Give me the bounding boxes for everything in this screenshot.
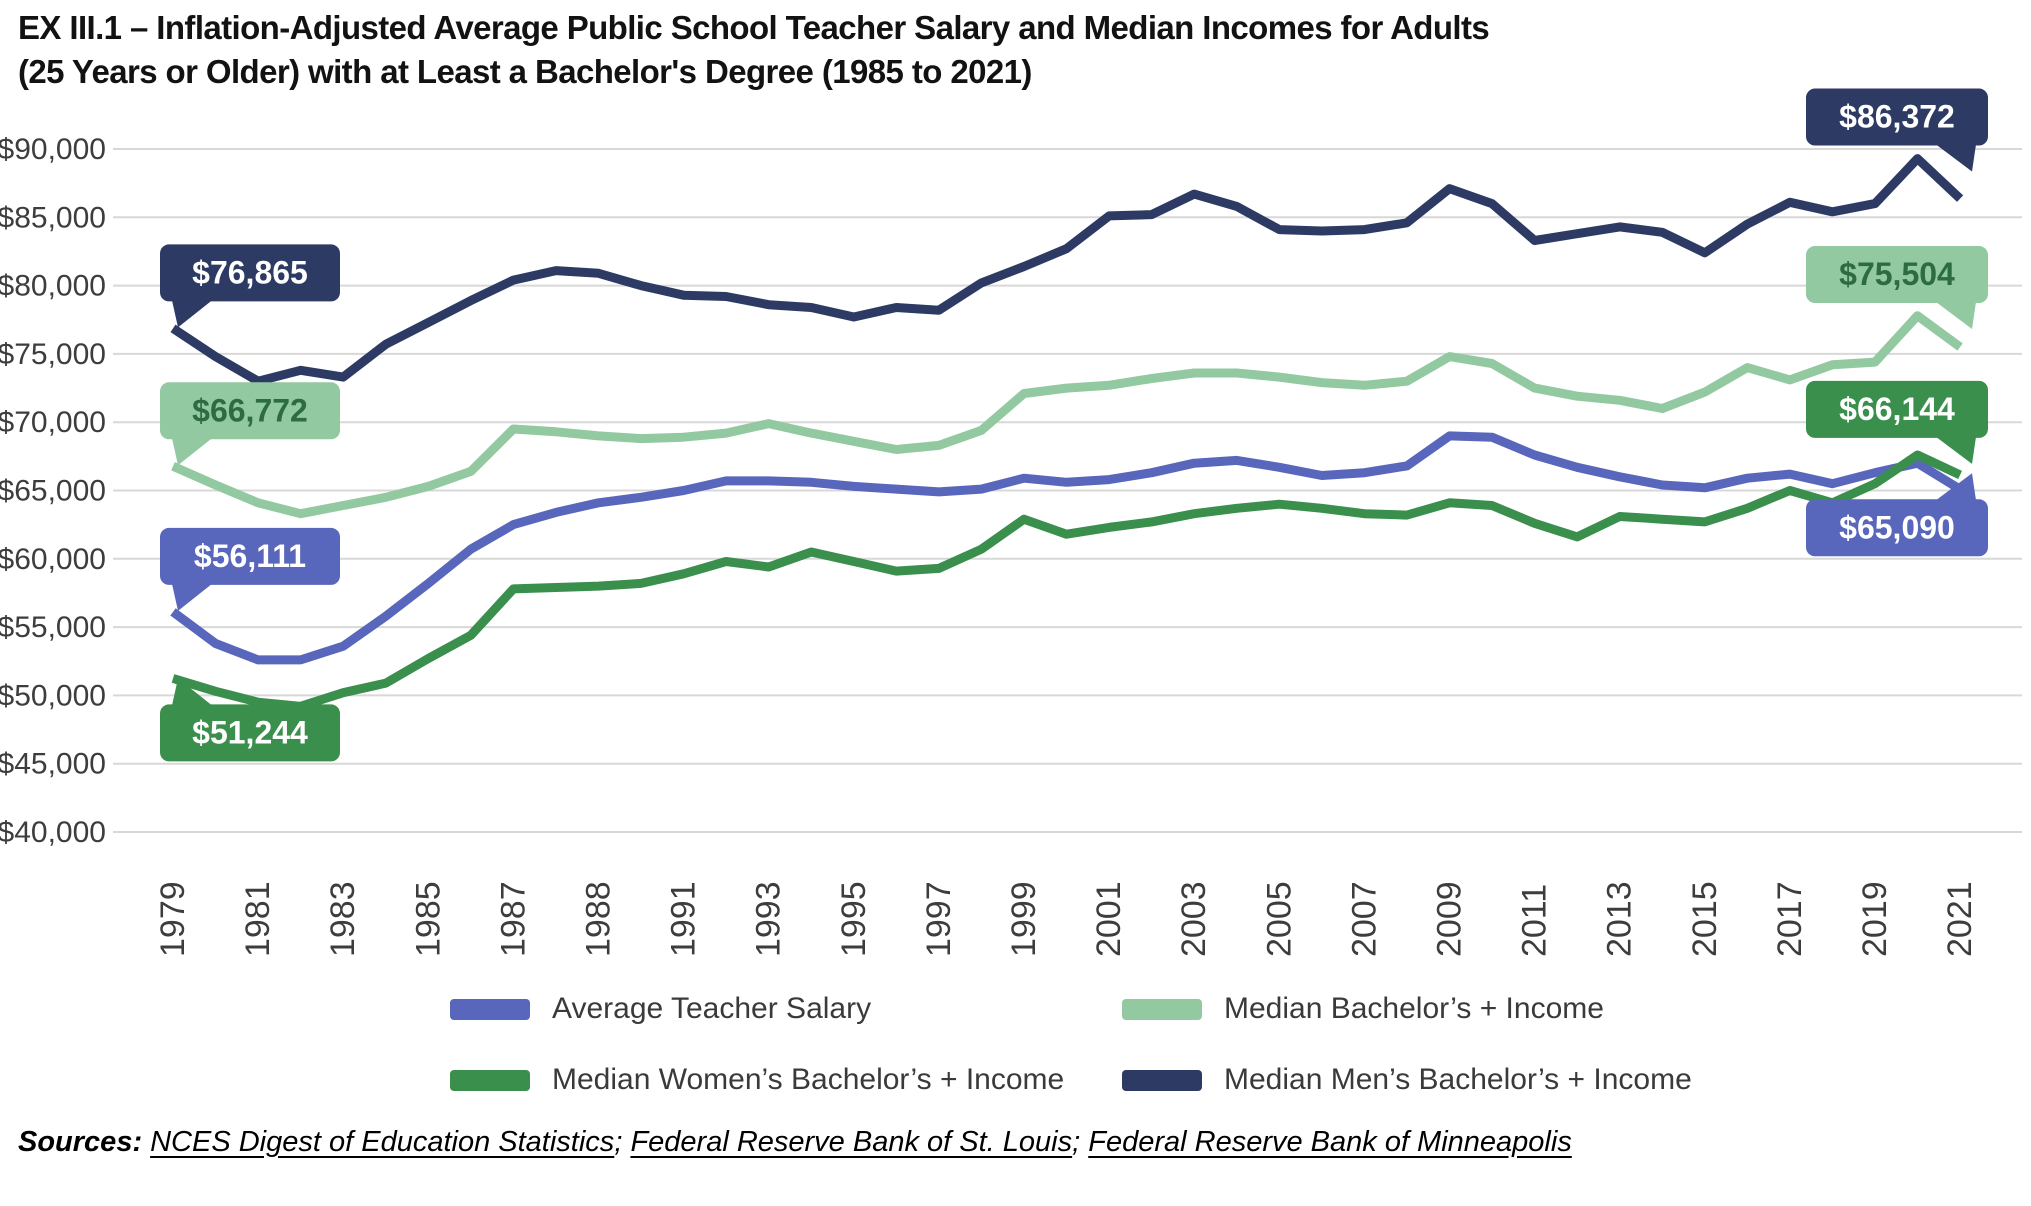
callout-value: $65,090 bbox=[1839, 509, 1955, 545]
callout-box bbox=[160, 527, 340, 585]
series-line-2 bbox=[171, 450, 1963, 711]
x-tick-label: 1985 bbox=[409, 881, 447, 957]
sources-separator: ; bbox=[614, 1126, 623, 1158]
x-tick-label: 2019 bbox=[1856, 881, 1894, 957]
callout-box bbox=[1806, 88, 1988, 146]
series-line-1 bbox=[171, 311, 1963, 519]
legend-label: Median Men’s Bachelor’s + Income bbox=[1224, 1063, 1692, 1096]
chart-legend: Average Teacher Salary Median Bachelor’s… bbox=[450, 992, 1692, 1097]
teacher-salary-swatch bbox=[450, 998, 530, 1020]
callout-arrow bbox=[1936, 144, 1976, 172]
callout-arrow bbox=[172, 678, 212, 706]
y-tick-label: $40,000 bbox=[0, 816, 106, 849]
legend-item-median-bachelors-income: Median Bachelor’s + Income bbox=[1122, 992, 1692, 1026]
x-tick-label: 2001 bbox=[1090, 881, 1128, 957]
source-link-st-louis-fed[interactable]: Federal Reserve Bank of St. Louis bbox=[630, 1126, 1073, 1158]
x-tick-label: 2021 bbox=[1941, 881, 1979, 957]
callout-value: $76,865 bbox=[192, 254, 308, 290]
x-tick-label: 1979 bbox=[154, 881, 192, 957]
x-tick-label: 1995 bbox=[835, 881, 873, 957]
x-tick-label: 1983 bbox=[324, 881, 362, 957]
callout-arrow bbox=[1936, 436, 1976, 464]
callout-value: $86,372 bbox=[1839, 99, 1955, 135]
y-tick-label: $65,000 bbox=[0, 475, 106, 508]
y-tick-label: $45,000 bbox=[0, 748, 106, 781]
sources-line: Sources: NCES Digest of Education Statist… bbox=[18, 1126, 1572, 1159]
callout-arrow bbox=[1936, 302, 1976, 330]
y-tick-label: $60,000 bbox=[0, 543, 106, 576]
x-tick-label: 2013 bbox=[1601, 881, 1639, 957]
legend-label: Median Women’s Bachelor’s + Income bbox=[552, 1063, 1065, 1096]
chart-title-line1: EX III.1 – Inflation-Adjusted Average Pu… bbox=[18, 9, 1490, 46]
x-tick-label: 2005 bbox=[1260, 881, 1298, 957]
callout-arrow bbox=[172, 300, 212, 328]
callout-box bbox=[1806, 246, 1988, 304]
x-tick-label: 1993 bbox=[750, 881, 788, 957]
x-tick-label: 2007 bbox=[1345, 881, 1383, 957]
x-tick-label: 1988 bbox=[580, 881, 618, 957]
callout-box bbox=[1806, 380, 1988, 438]
y-tick-label: $80,000 bbox=[0, 270, 106, 303]
x-tick-label: 2017 bbox=[1771, 881, 1809, 957]
callout-value: $66,144 bbox=[1839, 391, 1955, 427]
source-link-minneapolis-fed[interactable]: Federal Reserve Bank of Minneapolis bbox=[1088, 1126, 1572, 1158]
bachelors-income-swatch bbox=[1122, 998, 1202, 1020]
x-tick-label: 1999 bbox=[1005, 881, 1043, 957]
y-tick-label: $50,000 bbox=[0, 679, 106, 712]
legend-item-median-womens-bachelors-income: Median Women’s Bachelor’s + Income bbox=[450, 1063, 1122, 1097]
callout-arrow bbox=[172, 438, 212, 466]
chart-title-line2: (25 Years or Older) with at Least a Bach… bbox=[18, 53, 1032, 91]
x-tick-label: 2015 bbox=[1686, 881, 1724, 957]
series-line-0 bbox=[170, 431, 1963, 665]
legend-label: Median Bachelor’s + Income bbox=[1224, 992, 1604, 1025]
x-tick-label: 2003 bbox=[1175, 881, 1213, 957]
sources-label: Sources: bbox=[18, 1126, 143, 1158]
x-tick-label: 1991 bbox=[665, 881, 703, 957]
chart-title: EX III.1 – Inflation-Adjusted Average Pu… bbox=[18, 6, 1638, 94]
callout-box bbox=[1806, 499, 1988, 557]
callout-arrow bbox=[172, 583, 212, 611]
callout-value: $56,111 bbox=[194, 538, 306, 574]
y-tick-label: $55,000 bbox=[0, 611, 106, 644]
callout-value: $75,504 bbox=[1839, 256, 1955, 292]
callout-arrow bbox=[1936, 473, 1976, 501]
mens-income-swatch bbox=[1122, 1069, 1202, 1091]
womens-income-swatch bbox=[450, 1069, 530, 1091]
x-tick-label: 2009 bbox=[1431, 881, 1469, 957]
x-tick-label: 1997 bbox=[920, 881, 958, 957]
callout-box bbox=[160, 244, 340, 302]
callout-value: $51,244 bbox=[192, 714, 308, 750]
legend-item-average-teacher-salary: Average Teacher Salary bbox=[450, 992, 1122, 1026]
y-tick-label: $90,000 bbox=[0, 133, 106, 166]
y-tick-label: $70,000 bbox=[0, 406, 106, 439]
x-tick-label: 2011 bbox=[1516, 884, 1554, 957]
series-line-3 bbox=[170, 154, 1964, 386]
x-tick-label: 1981 bbox=[239, 881, 277, 957]
source-link-nces[interactable]: NCES Digest of Education Statistics bbox=[150, 1126, 615, 1158]
y-tick-label: $85,000 bbox=[0, 201, 106, 234]
callout-box bbox=[160, 382, 340, 440]
callout-value: $66,772 bbox=[192, 392, 308, 428]
callout-box bbox=[160, 704, 340, 762]
legend-item-median-mens-bachelors-income: Median Men’s Bachelor’s + Income bbox=[1122, 1063, 1692, 1097]
sources-separator: ; bbox=[1072, 1126, 1081, 1158]
legend-label: Average Teacher Salary bbox=[552, 992, 872, 1025]
y-tick-label: $75,000 bbox=[0, 338, 106, 371]
x-tick-label: 1987 bbox=[494, 881, 532, 957]
